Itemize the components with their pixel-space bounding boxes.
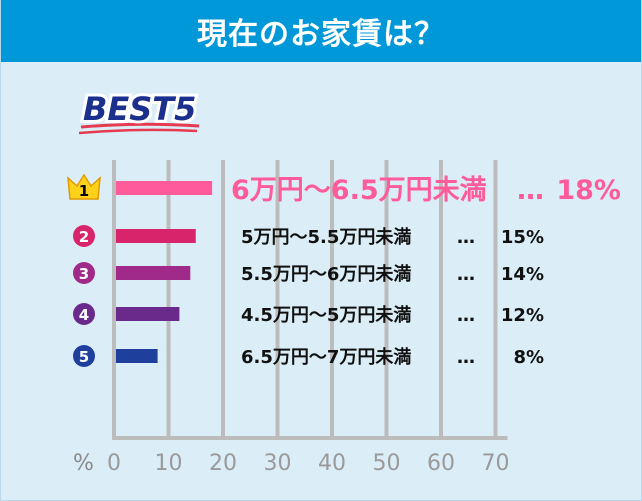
category-labels: 6万円〜6.5万円未満 … 18% 5万円〜5.5万円未満 … 15% 5.5万円〜6万円未… bbox=[231, 175, 621, 368]
value-label: 14% bbox=[501, 264, 544, 285]
rank-number: 2 bbox=[79, 228, 89, 246]
rank-circle bbox=[73, 225, 95, 247]
x-axis: % 0 10 20 30 40 50 60 70 bbox=[73, 451, 510, 476]
badge-underline-1 bbox=[80, 122, 200, 129]
value-label: 12% bbox=[501, 305, 544, 326]
leader-dots: … bbox=[457, 227, 475, 248]
rank-circle-icon: 5 bbox=[73, 345, 95, 367]
x-tick-label: 70 bbox=[482, 451, 510, 476]
rank-icons: 1 2 3 4 5 bbox=[67, 173, 101, 367]
rank-circle-icon: 2 bbox=[73, 225, 95, 247]
leader-dots: … bbox=[457, 264, 475, 285]
value-label: 15% bbox=[501, 227, 544, 248]
grid-lines bbox=[112, 160, 508, 440]
value-label: 8% bbox=[513, 347, 544, 368]
rank-circle bbox=[73, 262, 95, 284]
category-label-top: 6万円〜6.5万円未満 bbox=[231, 175, 487, 206]
category-label: 5.5万円〜6万円未満 bbox=[241, 263, 411, 285]
value-label: 18% bbox=[556, 175, 621, 206]
rank-number: 5 bbox=[79, 348, 89, 366]
bar bbox=[116, 229, 196, 243]
best5-badge: BEST5 BEST5 bbox=[78, 87, 200, 135]
bars bbox=[116, 181, 213, 363]
badge-text-outline: BEST5 bbox=[83, 90, 196, 128]
bar bbox=[116, 266, 191, 280]
crown-icon: 1 bbox=[67, 173, 101, 200]
x-tick-label: 40 bbox=[318, 451, 346, 476]
category-label: 6.5万円〜7万円未満 bbox=[241, 346, 411, 368]
leader-dots: … bbox=[457, 305, 475, 326]
x-tick-label: 20 bbox=[209, 451, 237, 476]
x-axis-label: % bbox=[73, 451, 94, 476]
leader-dots: … bbox=[457, 347, 475, 368]
crown-shape bbox=[67, 173, 101, 200]
x-tick-label: 0 bbox=[107, 451, 121, 476]
rank-number: 4 bbox=[79, 306, 89, 324]
rank-circle bbox=[73, 303, 95, 325]
rank-number: 1 bbox=[79, 182, 89, 200]
x-tick-label: 10 bbox=[155, 451, 183, 476]
x-tick-label: 50 bbox=[373, 451, 401, 476]
rank-circle bbox=[73, 345, 95, 367]
bar bbox=[116, 307, 180, 321]
category-label: 4.5万円〜5万円未満 bbox=[241, 304, 411, 326]
rank-circle-icon: 3 bbox=[73, 262, 95, 284]
page-title: 現在のお家賃は？ bbox=[1, 0, 641, 62]
x-tick-label: 30 bbox=[264, 451, 292, 476]
x-tick-label: 60 bbox=[427, 451, 455, 476]
bar bbox=[116, 181, 213, 195]
rank-number: 3 bbox=[79, 265, 89, 283]
badge-underline-2 bbox=[78, 128, 198, 135]
leader-dots: … bbox=[517, 175, 544, 206]
category-label: 5万円〜5.5万円未満 bbox=[241, 226, 411, 248]
bar bbox=[116, 349, 158, 363]
rank-circle-icon: 4 bbox=[73, 303, 95, 325]
badge-text: BEST5 bbox=[83, 90, 196, 128]
